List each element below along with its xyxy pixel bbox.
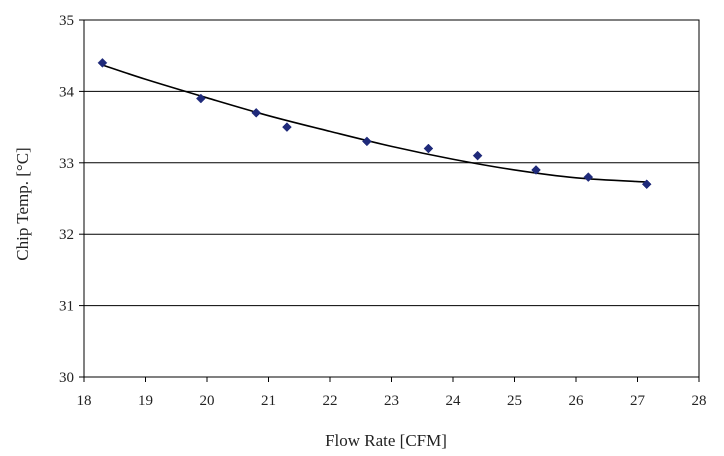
x-tick-label: 27 <box>630 393 646 409</box>
x-tick-label: 22 <box>323 393 338 409</box>
x-axis-title: Flow Rate [CFM] <box>325 431 447 450</box>
y-tick-label: 33 <box>59 156 74 172</box>
y-tick-label: 35 <box>59 13 74 29</box>
data-point <box>251 107 262 118</box>
x-tick-label: 24 <box>446 393 462 409</box>
data-point <box>195 93 206 104</box>
x-tick-label: 25 <box>507 393 522 409</box>
y-axis-ticks: 30 31 32 33 34 35 <box>59 13 84 386</box>
data-point <box>472 150 483 161</box>
data-point <box>583 172 594 182</box>
plot-frame <box>83 19 700 378</box>
y-tick-label: 30 <box>59 370 74 386</box>
grid-lines <box>84 90 699 307</box>
y-tick-label: 34 <box>59 84 75 100</box>
x-tick-label: 18 <box>77 393 92 409</box>
x-tick-label: 20 <box>200 393 215 409</box>
x-tick-label: 26 <box>569 393 585 409</box>
y-axis-title: Chip Temp. [°C] <box>13 147 32 260</box>
data-point <box>282 122 292 132</box>
data-point <box>531 165 541 175</box>
y-tick-label: 31 <box>59 299 74 315</box>
x-axis-ticks: 18 19 20 21 22 23 24 25 26 27 28 <box>77 377 707 409</box>
x-tick-label: 21 <box>261 393 276 409</box>
data-point <box>362 136 372 147</box>
data-point <box>641 179 652 190</box>
data-point <box>97 57 108 68</box>
x-tick-label: 19 <box>138 393 153 409</box>
y-tick-label: 32 <box>59 227 74 243</box>
x-tick-label: 28 <box>692 393 707 409</box>
data-point <box>423 143 434 154</box>
data-points <box>97 57 652 190</box>
x-tick-label: 23 <box>384 393 399 409</box>
trend-line <box>102 64 647 183</box>
